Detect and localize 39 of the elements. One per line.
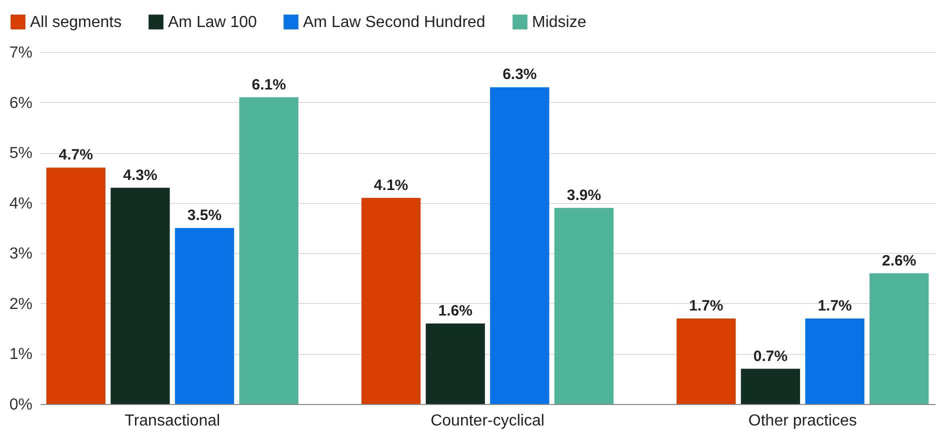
- y-tick-label: 7%: [9, 44, 32, 62]
- bar: [554, 208, 614, 404]
- y-tick-label: 3%: [9, 246, 32, 263]
- data-label: 4.7%: [58, 146, 93, 164]
- bar: [239, 97, 298, 404]
- legend-label: Midsize: [532, 14, 586, 31]
- bar: [805, 318, 864, 404]
- data-label: 6.1%: [252, 76, 286, 94]
- bar: [361, 198, 421, 404]
- x-tick-label: Transactional: [124, 412, 220, 430]
- legend-label: All segments: [30, 14, 122, 31]
- bar: [676, 318, 736, 404]
- y-tick-label: 2%: [9, 296, 32, 313]
- data-label: 3.5%: [187, 207, 222, 224]
- y-tick-label: 4%: [9, 195, 32, 212]
- legend-label: Am Law 100: [168, 14, 258, 31]
- bar: [490, 87, 550, 404]
- data-label: 1.6%: [438, 302, 472, 320]
- bar: [426, 324, 485, 404]
- bar: [740, 368, 800, 404]
- y-tick-label: 0%: [9, 396, 32, 414]
- bar: [110, 188, 170, 404]
- bar: [174, 228, 234, 404]
- data-label: 6.3%: [502, 66, 537, 84]
- data-label: 1.7%: [818, 298, 852, 315]
- data-label: 4.3%: [123, 166, 158, 184]
- y-tick-label: 6%: [9, 94, 32, 112]
- data-label: 0.7%: [753, 348, 788, 365]
- bar: [46, 168, 106, 404]
- y-tick-label: 5%: [9, 145, 32, 162]
- data-label: 3.9%: [566, 186, 602, 204]
- y-tick-label: 1%: [9, 346, 32, 364]
- x-tick-label: Other practices: [748, 412, 857, 430]
- legend-label: Am Law Second Hundred: [303, 14, 486, 31]
- data-label: 1.7%: [689, 298, 724, 315]
- bar: [870, 273, 929, 404]
- data-label: 2.6%: [882, 252, 916, 270]
- x-tick-label: Counter-cyclical: [430, 412, 544, 430]
- data-label: 4.1%: [374, 176, 408, 194]
